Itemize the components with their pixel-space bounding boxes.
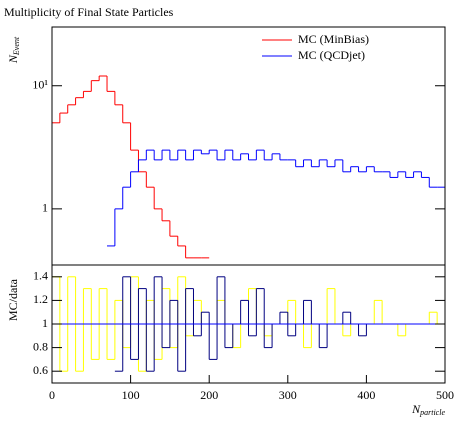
y-axis-label: NEvent [6,36,21,64]
frame [51,26,446,266]
y-tick-label: 0.8 [33,339,48,353]
y-tick-label: 1 [42,316,48,330]
x-tick-label: 0 [49,388,55,402]
ratio-axis-label: MC/data [6,278,20,321]
y-tick-label: 1.2 [33,292,48,306]
legend-label: MC (MinBias) [298,32,369,46]
x-tick-label: 400 [357,388,375,402]
x-axis-label: Nparticle [411,402,445,417]
legend-label: MC (QCDjet) [298,48,365,62]
x-tick-label: 200 [200,388,218,402]
x-tick-label: 300 [279,388,297,402]
chart-title: Multiplicity of Final State Particles [4,5,174,19]
y-tick-label: 1 [42,201,48,215]
y-tick-label: 1.4 [33,269,48,283]
x-tick-label: 100 [122,388,140,402]
y-tick-label: 10¹ [32,77,48,91]
x-tick-label: 500 [436,388,454,402]
y-tick-label: 0.6 [33,363,48,377]
plot-area [52,75,445,259]
